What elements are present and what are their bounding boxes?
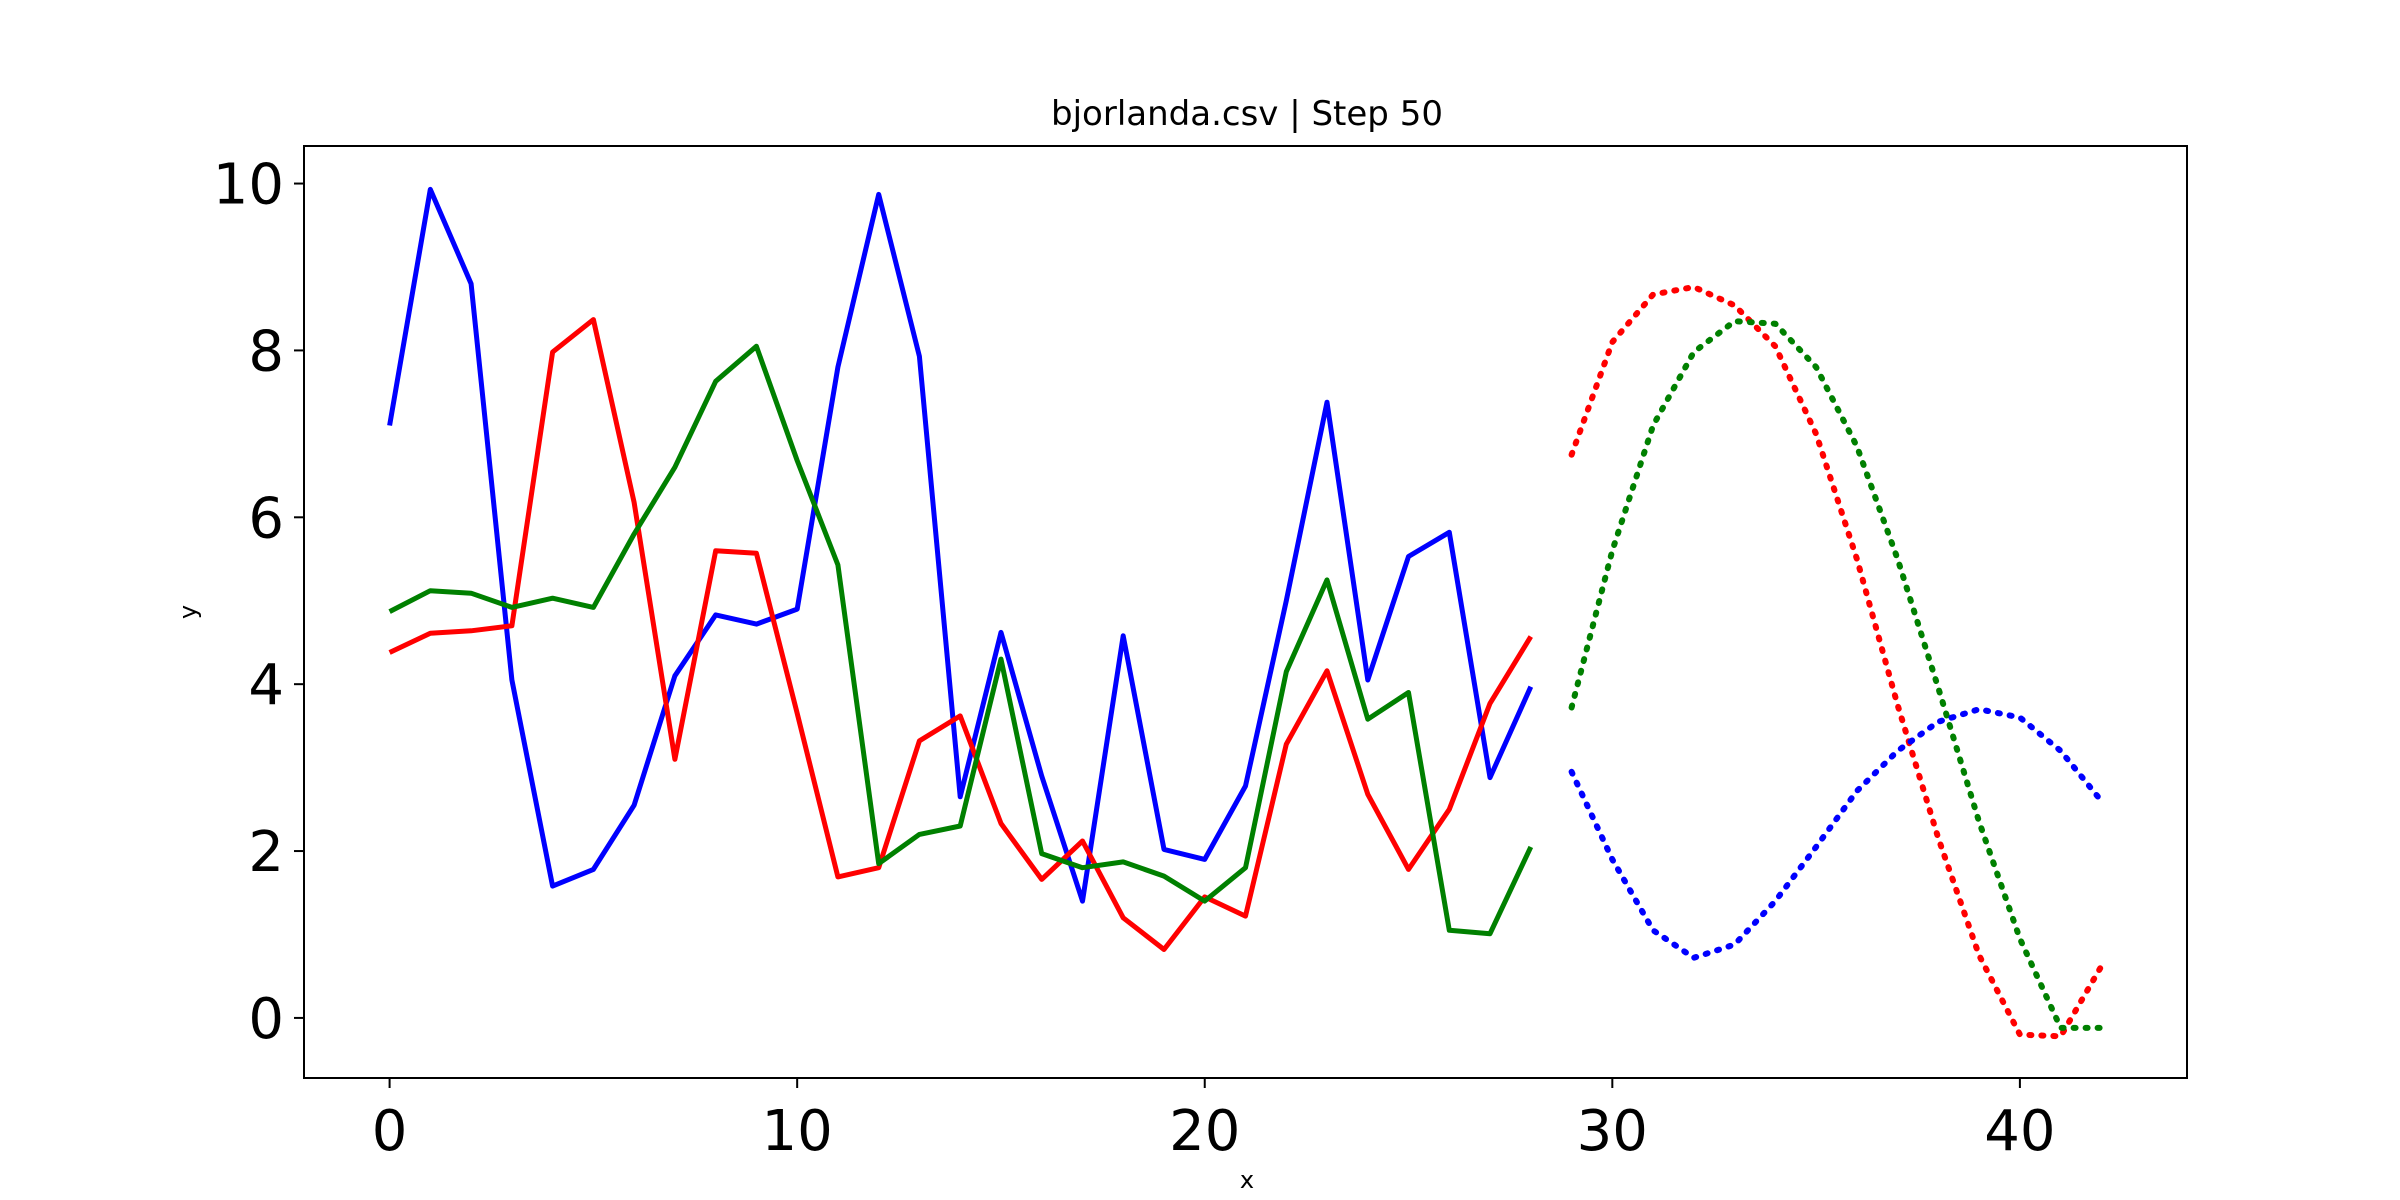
plot-frame [303, 145, 2188, 1079]
series-layer [387, 186, 2105, 1040]
y-tick-label-10: 10 [213, 153, 284, 218]
x-tick-label-10: 10 [762, 1099, 833, 1164]
ticks-layer: 0 10 20 30 40 0 2 4 6 8 10 [213, 153, 2056, 1164]
x-tick-label-0: 0 [372, 1099, 408, 1164]
series-line-6 [1568, 706, 2105, 961]
y-tick-label-8: 8 [248, 319, 284, 384]
x-tick-label-20: 20 [1169, 1099, 1240, 1164]
series-line-5 [1568, 318, 2105, 1031]
x-axis-label: x [1240, 1166, 1254, 1194]
y-tick-label-6: 6 [248, 486, 284, 551]
series-line-4 [1568, 284, 2105, 1040]
chart-title: bjorlanda.csv | Step 50 [1051, 94, 1443, 134]
y-tick-label-4: 4 [248, 653, 284, 718]
y-axis-label: y [174, 605, 202, 619]
y-tick-label-0: 0 [248, 987, 284, 1052]
series-line-2 [388, 317, 1533, 952]
x-tick-label-30: 30 [1577, 1099, 1648, 1164]
x-tick-label-40: 40 [1984, 1099, 2055, 1164]
series-line-1 [387, 186, 1534, 904]
y-tick-label-2: 2 [248, 820, 284, 885]
series-line-3 [388, 343, 1534, 937]
